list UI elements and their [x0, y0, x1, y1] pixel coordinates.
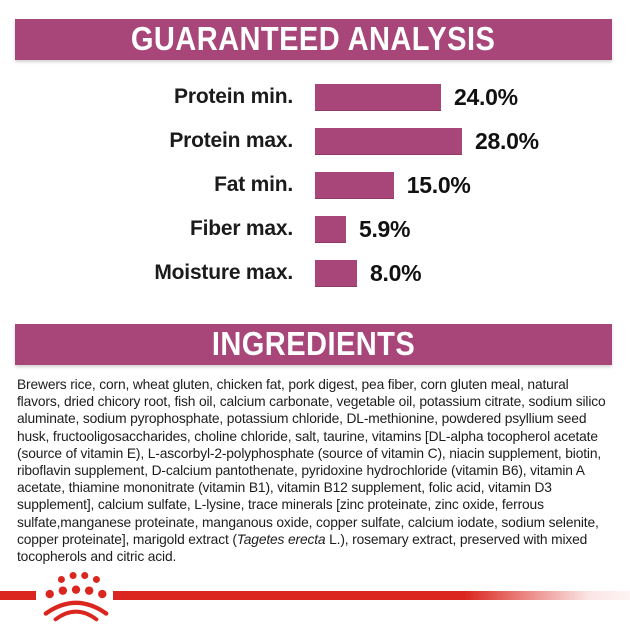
analysis-row-value: 24.0%: [454, 83, 518, 110]
analysis-bar: [315, 215, 346, 243]
analysis-row-value: 15.0%: [406, 171, 471, 198]
analysis-bar: [315, 127, 462, 155]
analysis-row-label: Moisture max.: [154, 261, 293, 284]
ingredients-banner: INGREDIENTS: [15, 324, 612, 365]
ingredients-title: INGREDIENTS: [211, 325, 416, 362]
footer-rule-left: [0, 591, 36, 600]
royal-canin-crown-logo: [43, 572, 109, 622]
analysis-row: Moisture max. 8.0%: [0, 251, 630, 295]
footer-rule-right: [113, 591, 630, 600]
guaranteed-analysis-title: GUARANTEED ANALYSIS: [131, 20, 496, 57]
analysis-row-label: Fiber max.: [189, 217, 293, 240]
analysis-row-value: 28.0%: [475, 127, 539, 154]
analysis-row: Protein min. 24.0%: [0, 75, 630, 119]
ingredients-text-part1: Brewers rice, corn, wheat gluten, chicke…: [17, 377, 606, 547]
analysis-row: Protein max. 28.0%: [0, 119, 630, 163]
analysis-row: Fiber max. 5.9%: [0, 207, 630, 251]
analysis-bar: [315, 171, 394, 199]
analysis-row-value: 8.0%: [370, 259, 422, 286]
analysis-row: Fat min. 15.0%: [0, 163, 630, 207]
ingredients-text: Brewers rice, corn, wheat gluten, chicke…: [17, 376, 614, 565]
analysis-row-label: Protein max.: [169, 129, 293, 152]
ingredients-text-part2: L.), rosemary extract, preserved with mi…: [17, 531, 588, 565]
ingredients-latin-name: Tagetes erecta: [236, 531, 326, 547]
guaranteed-analysis-chart: Protein min. 24.0% Protein max. 28.0% Fat mi…: [0, 75, 630, 295]
analysis-row-label: Fat min.: [214, 173, 293, 196]
analysis-bar: [315, 259, 357, 287]
analysis-row-label: Protein min.: [174, 85, 293, 108]
analysis-bar: [315, 83, 441, 111]
guaranteed-analysis-banner: GUARANTEED ANALYSIS: [15, 19, 612, 60]
analysis-row-value: 5.9%: [358, 215, 411, 242]
